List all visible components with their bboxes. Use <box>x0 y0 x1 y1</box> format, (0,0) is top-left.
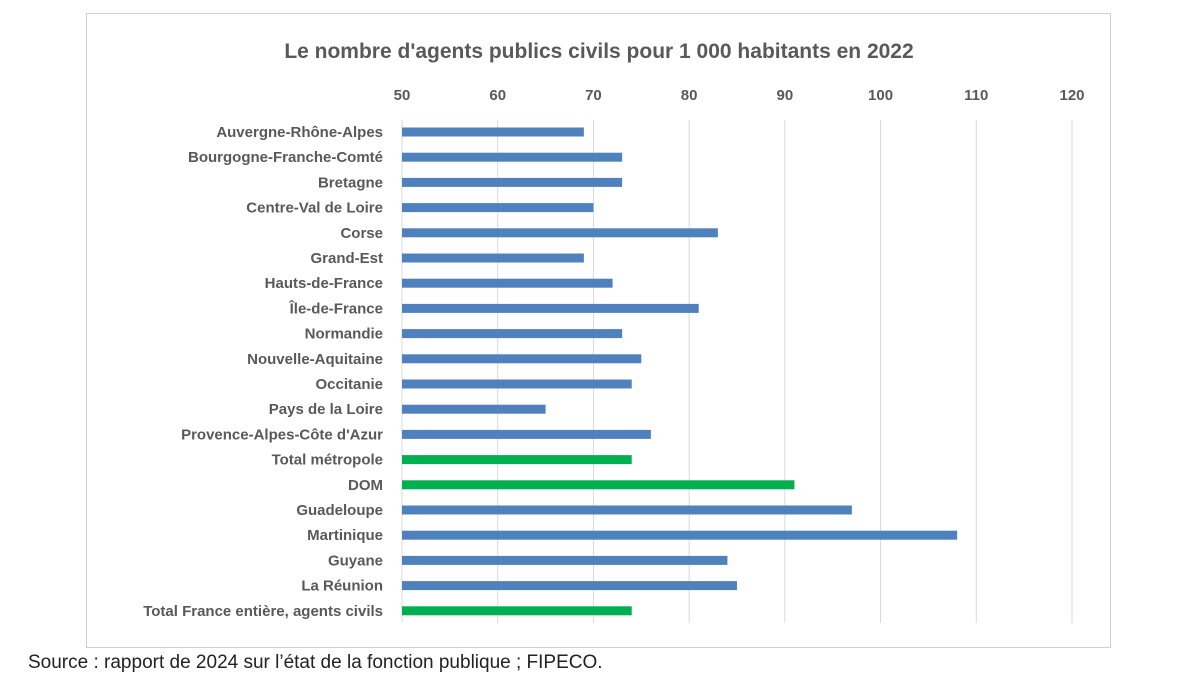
bar <box>402 606 632 616</box>
category-labels: Auvergne-Rhône-Alpes Bourgogne-Franche-Co… <box>143 124 383 620</box>
category-label: Bourgogne-Franche-Comté <box>188 149 383 166</box>
source-note: Source : rapport de 2024 sur l’état de l… <box>28 652 603 673</box>
category-label: Total France entière, agents civils <box>143 603 383 620</box>
bar <box>402 203 594 213</box>
category-label: Bretagne <box>318 174 383 191</box>
bar <box>402 127 584 137</box>
category-label: DOM <box>348 477 383 494</box>
bar <box>402 354 642 364</box>
bar-chart: Le nombre d'agents publics civils pour 1… <box>143 40 1085 623</box>
bars <box>402 127 958 616</box>
bar <box>402 152 623 162</box>
bar <box>402 278 613 288</box>
x-tick-label: 60 <box>489 87 506 104</box>
category-label: Pays de la Loire <box>269 401 383 418</box>
category-label: Provence-Alpes-Côte d'Azur <box>181 426 383 443</box>
bar <box>402 555 728 565</box>
x-tick-label: 70 <box>585 87 602 104</box>
x-tick-label: 90 <box>777 87 794 104</box>
bar <box>402 379 632 389</box>
x-tick-label: 110 <box>964 87 988 104</box>
bar <box>402 404 546 414</box>
bar <box>402 455 632 465</box>
category-label: Guyane <box>328 552 383 569</box>
category-label: Guadeloupe <box>296 502 383 519</box>
bar <box>402 480 795 490</box>
category-label: Hauts-de-France <box>265 275 383 292</box>
bar <box>402 329 623 339</box>
category-label: Grand-Est <box>310 250 383 267</box>
bar <box>402 303 699 313</box>
bar <box>402 253 584 263</box>
chart-frame: Le nombre d'agents publics civils pour 1… <box>86 13 1111 648</box>
x-tick-label: 80 <box>681 87 698 104</box>
bar <box>402 177 623 187</box>
category-label: Nouvelle-Aquitaine <box>247 351 383 368</box>
x-tick-label: 50 <box>394 87 411 104</box>
x-tick-label: 120 <box>1059 87 1084 104</box>
bar <box>402 429 651 439</box>
bar <box>402 228 718 238</box>
category-label: Total métropole <box>272 452 383 469</box>
x-tick-label: 100 <box>868 87 893 104</box>
bar <box>402 505 852 515</box>
category-label: Normandie <box>305 326 383 343</box>
category-label: La Réunion <box>301 578 383 595</box>
category-label: Martinique <box>307 527 383 544</box>
x-axis-ticks: 50 60 70 80 90 100 110 120 <box>394 87 1085 104</box>
category-label: Île-de-France <box>289 299 383 317</box>
category-label: Centre-Val de Loire <box>246 200 383 217</box>
bar <box>402 581 737 591</box>
category-label: Auvergne-Rhône-Alpes <box>216 124 383 141</box>
bar <box>402 530 958 540</box>
category-label: Occitanie <box>315 376 383 393</box>
chart-title: Le nombre d'agents publics civils pour 1… <box>284 40 913 63</box>
gridlines <box>401 120 1073 623</box>
category-label: Corse <box>340 225 383 242</box>
